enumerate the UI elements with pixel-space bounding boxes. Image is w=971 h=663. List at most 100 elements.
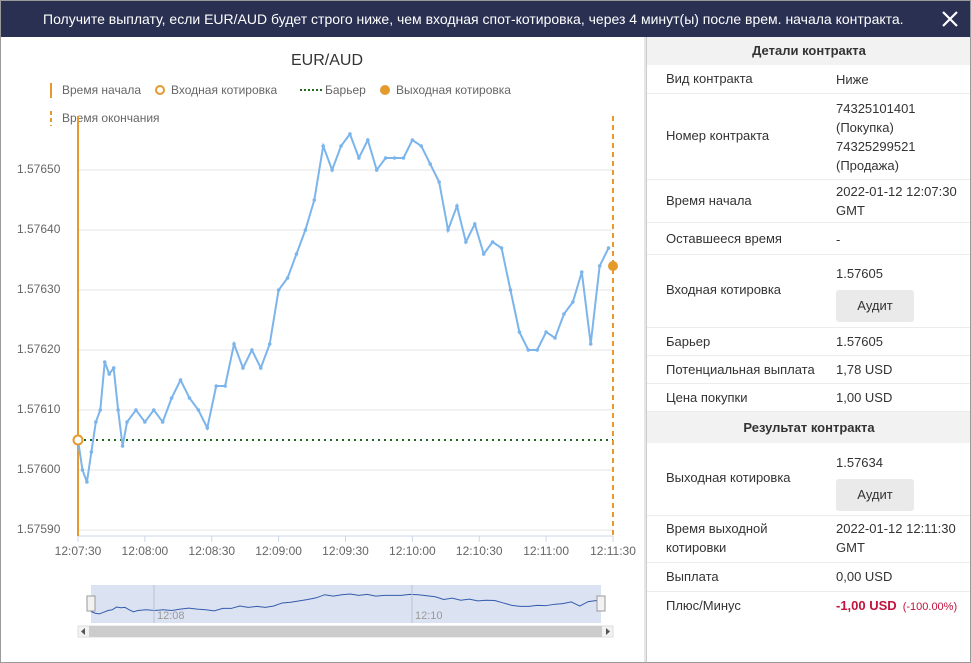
price-point xyxy=(535,348,540,352)
close-button[interactable] xyxy=(941,10,959,28)
line: (Покупка) xyxy=(836,120,894,135)
navigator-mask xyxy=(91,585,601,623)
y-tick-label: 1.57640 xyxy=(17,222,61,236)
x-tick-label: 12:10:30 xyxy=(456,544,503,558)
scrollbar-thumb xyxy=(89,626,602,637)
legend-label: Выходная котировка xyxy=(396,83,511,97)
y-tick-label: 1.57600 xyxy=(17,462,61,476)
navigator-label: 12:10 xyxy=(415,610,443,622)
label: Номер контракта xyxy=(666,128,770,143)
price-point xyxy=(98,408,103,412)
price-point xyxy=(401,156,406,160)
section-title: Детали контракта xyxy=(647,37,970,65)
y-tick-label: 1.57620 xyxy=(17,342,61,356)
value: 1,78 USD xyxy=(836,362,893,377)
price-point xyxy=(294,252,299,256)
price-line xyxy=(77,131,610,483)
price-point xyxy=(267,342,272,346)
row: Оставшееся время - xyxy=(647,223,970,255)
legend-label: Время окончания xyxy=(62,111,160,125)
row: Плюс/Минус -1,00 USD (-100.00%) xyxy=(647,592,970,620)
legend-label: Время начала xyxy=(62,83,141,97)
navigator-line xyxy=(90,593,597,615)
x-tick-label: 12:08:00 xyxy=(122,544,169,558)
price-point xyxy=(455,204,459,208)
line: 2022-01-12 12:11:30 xyxy=(836,521,956,536)
price-point xyxy=(160,420,165,424)
line: GMT xyxy=(836,540,865,555)
navigator-handle[interactable] xyxy=(596,595,606,612)
price-point xyxy=(544,330,548,334)
line: GMT xyxy=(836,203,865,218)
price-point xyxy=(250,348,254,352)
price-point xyxy=(606,246,611,250)
price-point xyxy=(374,168,379,172)
row: Потенциальная выплата 1,78 USD xyxy=(647,356,970,384)
label: Цена покупки xyxy=(666,390,748,405)
price-point xyxy=(285,276,290,280)
price-point xyxy=(85,480,89,484)
navigator-handle[interactable] xyxy=(86,595,96,612)
price-point xyxy=(588,342,593,346)
price-point xyxy=(125,420,129,424)
price-point xyxy=(437,180,441,184)
x-tick-label: 12:11:30 xyxy=(590,544,636,558)
price-point xyxy=(490,240,495,244)
price-point xyxy=(196,408,201,412)
price-point xyxy=(205,426,210,430)
details-panel: Детали контракта Вид контракта Ниже Номер… xyxy=(646,37,970,662)
price-point xyxy=(94,420,98,424)
label: Плюс/Минус xyxy=(666,598,741,613)
row: Цена покупки 1,00 USD xyxy=(647,384,970,412)
row: Номер контракта 74325101401 (Покупка) 7432… xyxy=(647,94,970,180)
price-point xyxy=(357,156,361,160)
label: Входная котировка xyxy=(666,282,782,297)
value: 1.57605 xyxy=(836,334,883,349)
label: Время начала xyxy=(666,193,752,208)
price-point xyxy=(517,330,522,334)
scroll-left xyxy=(81,628,85,635)
price-point xyxy=(481,252,486,256)
line: (Продажа) xyxy=(836,158,899,173)
value: 1.57634 xyxy=(836,455,883,470)
x-tick-label: 12:09:30 xyxy=(322,544,369,558)
row: Время выходной котировки 2022-01-12 12:11… xyxy=(647,516,970,563)
scroll-right xyxy=(606,628,610,635)
price-point xyxy=(80,468,85,472)
header-title: Получите выплату, если EUR/AUD будет стр… xyxy=(43,11,904,27)
price-point xyxy=(214,384,219,388)
price-point xyxy=(241,366,245,370)
header: Получите выплату, если EUR/AUD будет стр… xyxy=(1,1,970,37)
price-point xyxy=(116,408,120,412)
navigator-label: 12:08 xyxy=(157,610,185,622)
y-tick-label: 1.57590 xyxy=(17,522,61,536)
row: Входная котировка 1.57605 Аудит xyxy=(647,255,970,328)
line: 2022-01-12 12:07:30 xyxy=(836,184,957,199)
label: Вид контракта xyxy=(666,71,753,86)
exit-spot xyxy=(608,261,618,271)
price-point xyxy=(383,156,388,160)
legend-entry-icon xyxy=(155,85,165,95)
y-tick-label: 1.57650 xyxy=(17,162,61,176)
price-point xyxy=(348,132,352,136)
label: Время выходной котировки xyxy=(666,519,768,557)
price-point xyxy=(419,144,424,148)
price-point xyxy=(392,156,397,160)
audit-button[interactable]: Аудит xyxy=(836,290,914,322)
price-point xyxy=(223,384,227,388)
price-point xyxy=(178,378,183,382)
label: Выплата xyxy=(666,569,719,584)
value: 0,00 USD xyxy=(836,569,893,584)
y-tick-label: 1.57630 xyxy=(17,282,61,296)
x-tick-label: 12:07:30 xyxy=(55,544,102,558)
price-point xyxy=(276,288,281,292)
row: Барьер 1.57605 xyxy=(647,328,970,356)
price-point xyxy=(187,396,192,400)
line: котировки xyxy=(666,540,727,555)
entry-spot xyxy=(72,434,84,446)
audit-button[interactable]: Аудит xyxy=(836,479,914,511)
line: Время выходной xyxy=(666,521,768,536)
price-point xyxy=(472,222,477,226)
price-point xyxy=(562,312,566,316)
price-point xyxy=(321,144,326,148)
